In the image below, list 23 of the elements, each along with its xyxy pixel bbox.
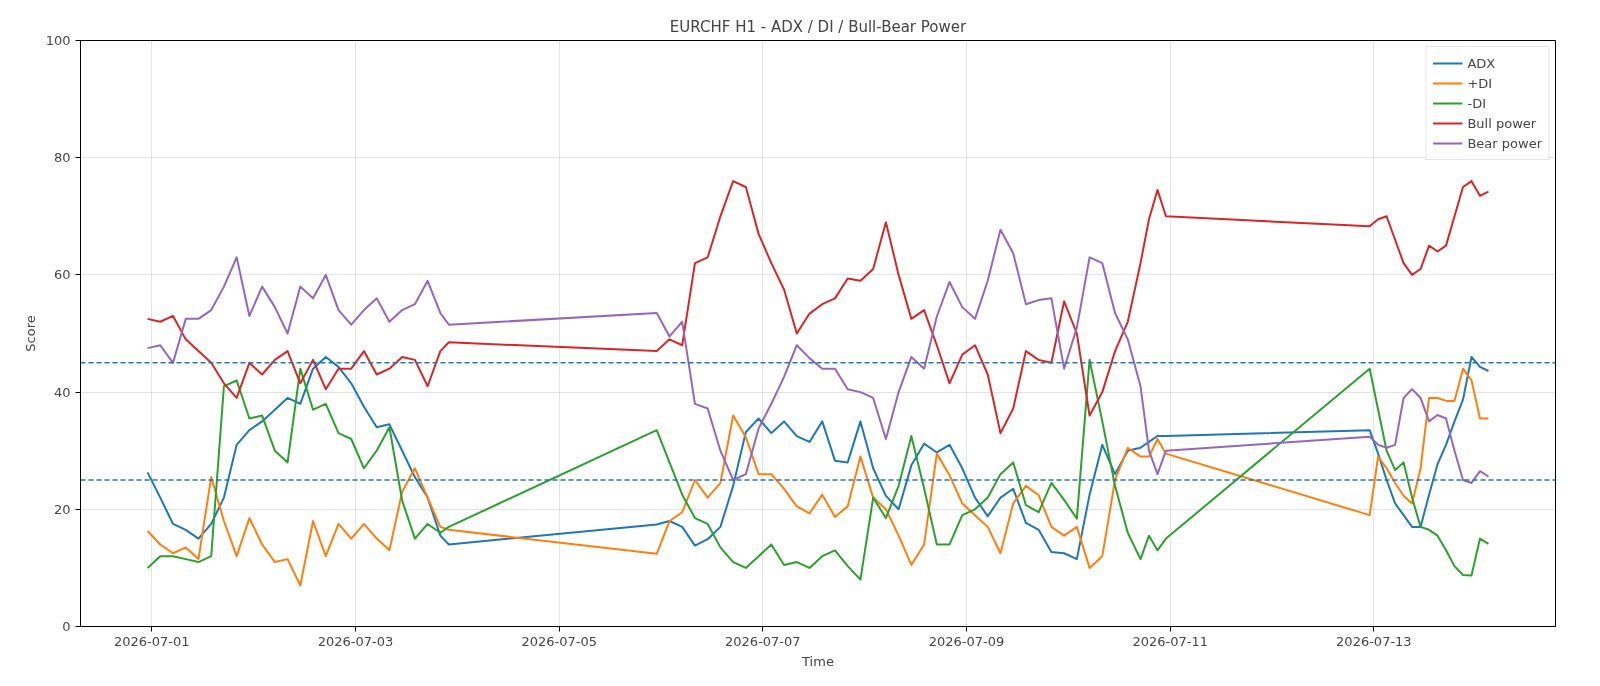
y-axis-title: Score xyxy=(22,315,38,352)
y-tick-label: 0 xyxy=(62,619,71,634)
legend-label: ADX xyxy=(1467,55,1496,71)
legend-label: Bear power xyxy=(1467,135,1542,151)
x-tick-label: 2026-07-03 xyxy=(317,633,394,649)
x-tick-label: 2026-07-01 xyxy=(114,633,190,649)
line-series xyxy=(146,180,1490,435)
x-tick-label: 2026-07-07 xyxy=(725,633,801,649)
x-tick-label: 2026-07-05 xyxy=(521,633,597,649)
y-tick-label: 20 xyxy=(53,501,71,517)
x-tick-label: 2026-07-09 xyxy=(928,633,1005,649)
y-tick-label: 80 xyxy=(53,150,71,166)
y-tick-label: 100 xyxy=(45,33,71,48)
y-tick-label: 40 xyxy=(53,384,71,400)
line-series xyxy=(146,228,1490,484)
x-axis-title: Time xyxy=(801,653,834,669)
y-tick-label: 60 xyxy=(53,267,71,283)
x-tick-label: 2026-07-11 xyxy=(1132,633,1208,649)
legend-label: -DI xyxy=(1467,95,1487,111)
legend-label: Bull power xyxy=(1467,115,1537,131)
x-tick-label: 2026-07-13 xyxy=(1336,633,1412,649)
chart-title: EURCHF H1 - ADX / DI / Bull-Bear Power xyxy=(669,17,967,36)
legend-label: +DI xyxy=(1467,75,1493,91)
